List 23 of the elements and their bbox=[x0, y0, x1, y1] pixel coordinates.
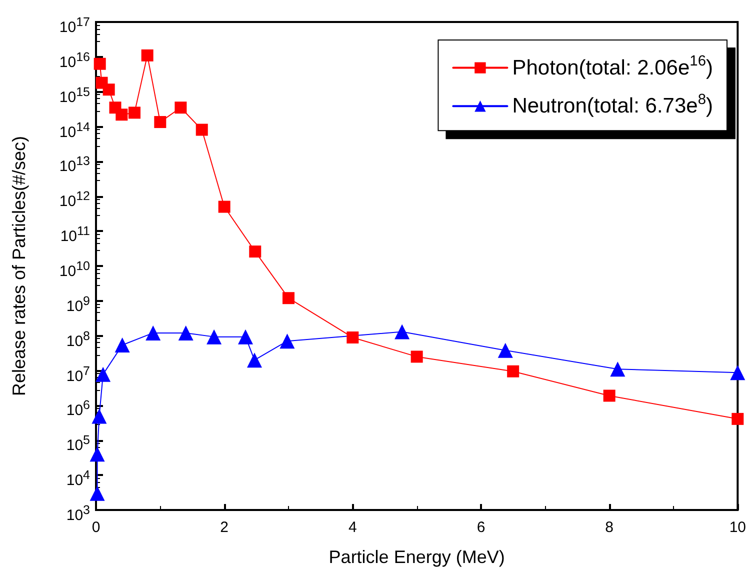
y-tick-label: 10$^{17}$ bbox=[59, 14, 90, 37]
y-tick-label: 10$^{15}$ bbox=[59, 84, 90, 107]
y-tick-label: 10$^{6}$ bbox=[66, 397, 90, 420]
y-tick-label: 10$^{16}$ bbox=[59, 48, 90, 72]
y-tick-label: 10$^{12}$ bbox=[59, 188, 90, 212]
y-tick-label: 10$^{10}$ bbox=[59, 258, 90, 281]
y-tick-label: 10$^{5}$ bbox=[66, 432, 90, 456]
x-tick-label: 10 bbox=[729, 519, 746, 536]
y-tick-label: 10$^{13}$ bbox=[59, 153, 90, 176]
x-tick-label: 0 bbox=[92, 519, 100, 536]
y-tick-label: 10$^{11}$ bbox=[60, 223, 90, 246]
y-axis-title: Release rates of Particles(#/sec) bbox=[9, 136, 29, 396]
y-tick-label: 10$^{4}$ bbox=[66, 467, 90, 490]
y-tick-label: 10$^{8}$ bbox=[66, 328, 90, 351]
x-tick-label: 8 bbox=[605, 519, 614, 536]
y-tick-label: 10$^{14}$ bbox=[59, 118, 90, 142]
y-tick-label: 10$^{7}$ bbox=[66, 362, 90, 386]
x-tick-label: 4 bbox=[348, 519, 357, 536]
x-axis-title: Particle Energy (MeV) bbox=[328, 547, 505, 567]
y-tick-label: 10$^{9}$ bbox=[66, 292, 90, 316]
x-tick-label: 6 bbox=[476, 519, 486, 536]
y-tick-label: 10$^{3}$ bbox=[66, 502, 90, 525]
x-tick-label: 2 bbox=[220, 519, 229, 536]
